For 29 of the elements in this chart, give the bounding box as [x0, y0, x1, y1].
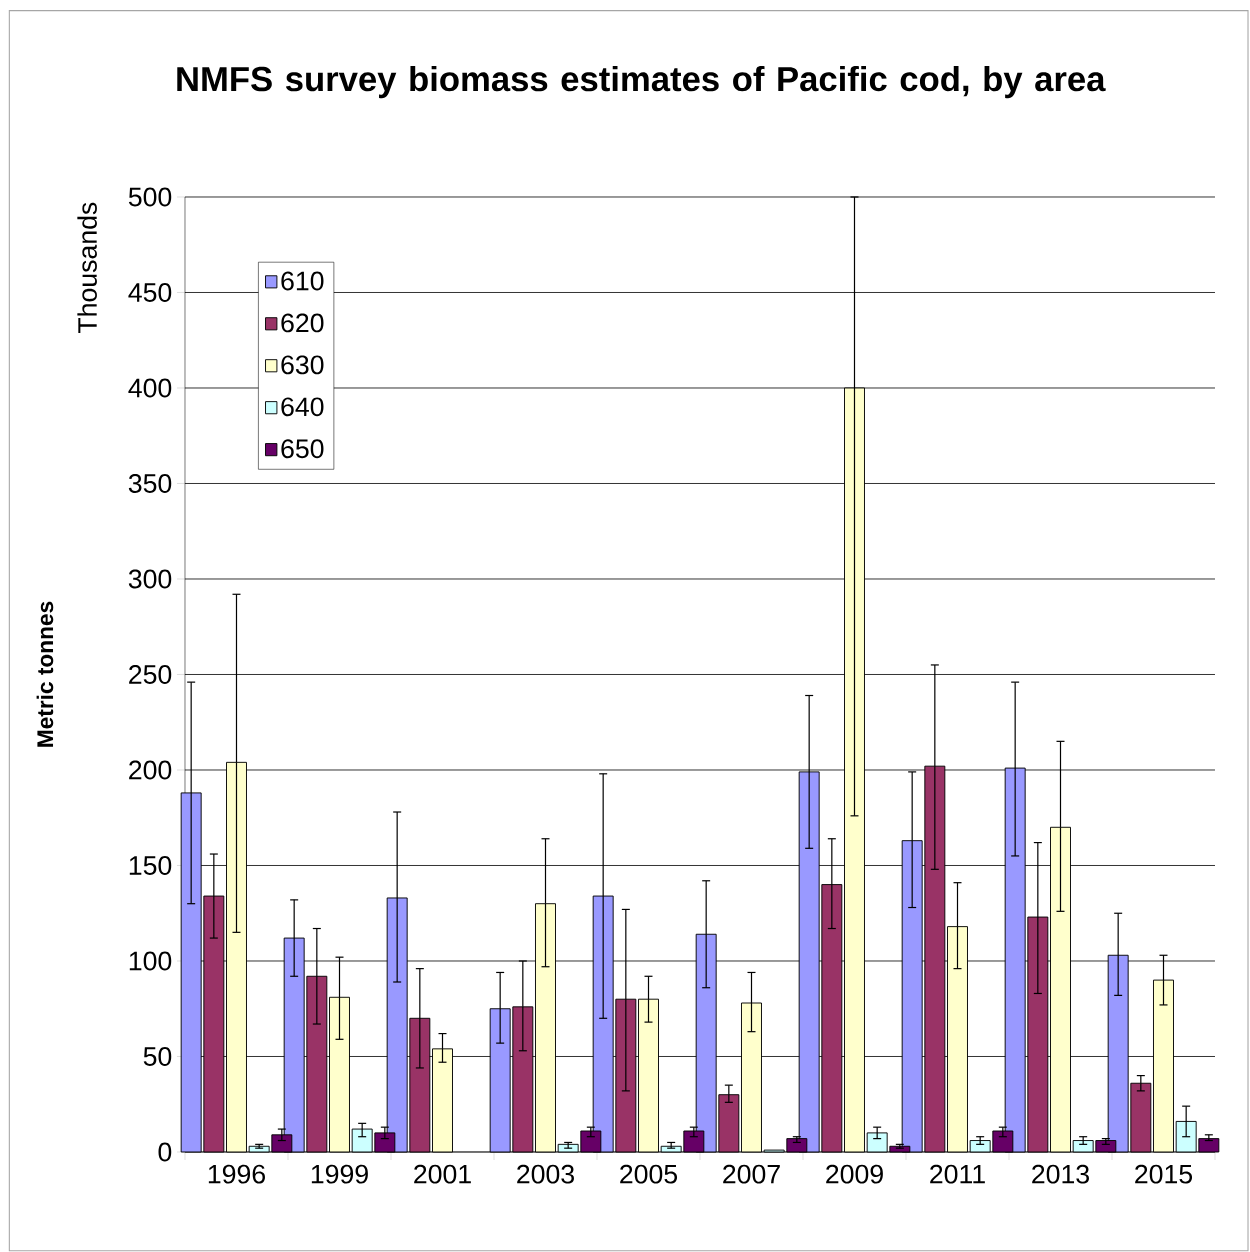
text: Thousands: [77, 202, 97, 334]
legend-label: 650: [281, 439, 324, 459]
x-tick-label: 2001: [414, 1164, 471, 1184]
y-tick-label: 100: [129, 951, 172, 971]
x-tick-label: 2007: [723, 1164, 780, 1184]
y-tick-label: 250: [129, 665, 172, 684]
y-tick-label: 300: [128, 569, 172, 589]
x-tick-label: 2005: [620, 1164, 678, 1184]
y-tick-label: 500: [128, 187, 172, 207]
x-tick-label: 1999: [311, 1164, 368, 1184]
x-tick-label: 2015: [1135, 1164, 1193, 1184]
y-tick-label: 200: [129, 760, 172, 780]
y-tick-label: 50: [143, 1047, 172, 1066]
x-tick-label: 2009: [826, 1164, 883, 1184]
chart-title: NMFS survey biomass estimates of Pacific cod, by area: [177, 65, 1106, 99]
legend-label: 610: [281, 271, 324, 291]
x-tick-label: 2013: [1032, 1164, 1089, 1184]
y-axis-title: Metric tonnes: [36, 601, 54, 747]
y-tick-label: 350: [128, 474, 172, 493]
y-tick-label: 150: [129, 856, 172, 875]
y-tick-label: 450: [128, 283, 172, 302]
x-tick-label: 2003: [517, 1164, 574, 1184]
legend-label: 620: [281, 313, 324, 333]
x-tick-label: 2011: [930, 1164, 985, 1184]
legend-label: 630: [281, 355, 324, 375]
y-tick-label: 0: [158, 1142, 172, 1162]
x-tick-label: 1996: [208, 1164, 265, 1184]
legend-label: 640: [281, 397, 324, 417]
y-tick-label: 400: [128, 378, 172, 398]
